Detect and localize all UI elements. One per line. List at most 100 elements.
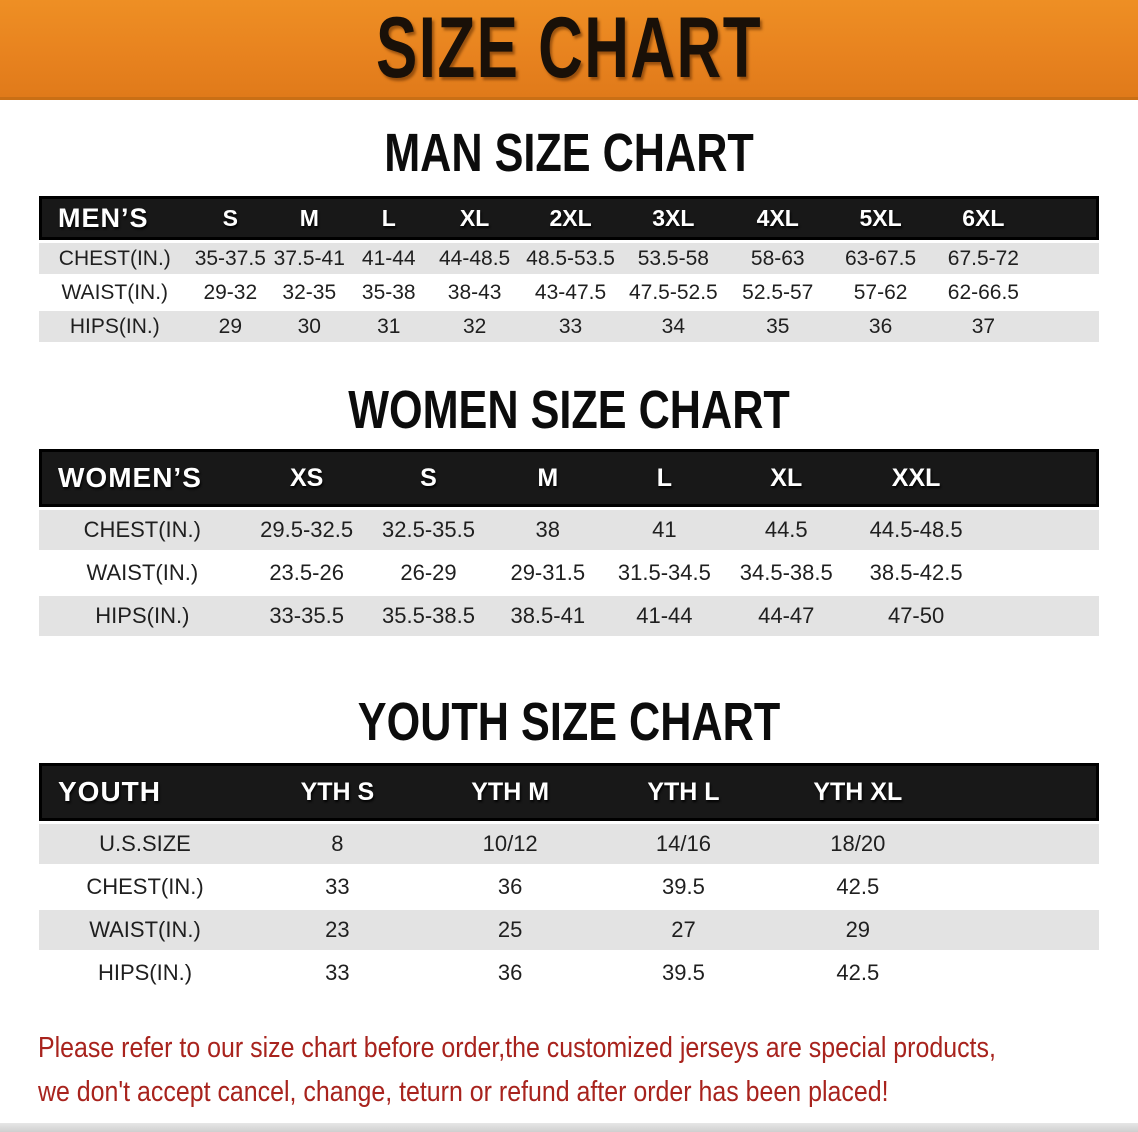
size-cell: 34.5-38.5 [722,553,850,593]
row-label: U.S.SIZE [39,824,251,864]
column-header: M [270,196,349,240]
column-header: M [489,449,607,507]
disclaimer-line-2: we don't accept cancel, change, teturn o… [38,1076,889,1108]
header-spacer [982,449,1099,507]
row-spacer [982,553,1099,593]
size-cell: 23 [251,910,424,950]
size-cell: 29 [770,910,946,950]
size-cell: 44.5-48.5 [849,510,983,550]
table-header-row: YOUTH YTH S YTH M YTH L YTH XL [39,763,1099,821]
table-row: CHEST(IN.) 33 36 39.5 42.5 [39,867,1099,907]
size-cell: 37.5-41 [270,243,349,274]
women-section-heading: WOMEN SIZE CHART [348,380,790,440]
table-header-row: MEN’S S M L XL 2XL 3XL 4XL 5XL 6XL [39,196,1099,240]
size-cell: 25 [423,910,597,950]
row-label: WAIST(IN.) [39,277,191,308]
size-cell: 10/12 [423,824,597,864]
men-size-table: MEN’S S M L XL 2XL 3XL 4XL 5XL 6XL CHEST(IN.) 35-37… [39,193,1099,345]
size-cell: 62-66.5 [931,277,1036,308]
size-cell: 37 [931,311,1036,342]
size-cell: 43-47.5 [520,277,621,308]
row-spacer [1035,277,1099,308]
table-row: WAIST(IN.) 29-32 32-35 35-38 38-43 43-47.5 47.… [39,277,1099,308]
size-cell: 8 [251,824,424,864]
row-spacer [1035,311,1099,342]
row-spacer [982,596,1099,636]
disclaimer: Please refer to our size chart before or… [0,1026,1138,1114]
disclaimer-line-1: Please refer to our size chart before or… [38,1032,996,1064]
size-cell: 32.5-35.5 [367,510,490,550]
column-header: S [190,196,271,240]
banner: SIZE CHART [0,0,1138,100]
youth-size-table: YOUTH YTH S YTH M YTH L YTH XL U.S.SIZE 8 10/12… [39,760,1099,996]
size-cell: 41-44 [606,596,723,636]
header-spacer [945,763,1099,821]
column-header: YTH S [251,763,424,821]
size-cell: 47-50 [849,596,983,636]
row-spacer [1035,243,1099,274]
size-cell: 44-47 [722,596,850,636]
row-label: CHEST(IN.) [39,510,246,550]
table-row: HIPS(IN.) 33-35.5 35.5-38.5 38.5-41 41-44 44-… [39,596,1099,636]
size-cell: 44.5 [722,510,850,550]
table-group-label: MEN’S [39,196,191,240]
size-cell: 31 [348,311,430,342]
row-label: HIPS(IN.) [39,596,246,636]
size-cell: 41-44 [348,243,430,274]
size-cell: 57-62 [829,277,932,308]
size-cell: 36 [423,867,597,907]
size-cell: 35-38 [348,277,430,308]
column-header: XL [722,449,850,507]
size-cell: 29.5-32.5 [245,510,368,550]
column-header: 2XL [520,196,621,240]
size-cell: 47.5-52.5 [620,277,726,308]
banner-title: SIZE CHART [376,0,762,96]
size-cell: 67.5-72 [931,243,1036,274]
column-header: XXL [849,449,983,507]
row-spacer [945,910,1099,950]
column-header: XS [245,449,368,507]
size-cell: 36 [423,953,597,993]
size-cell: 58-63 [725,243,830,274]
row-spacer [982,510,1099,550]
row-label: HIPS(IN.) [39,953,251,993]
column-header: L [606,449,723,507]
size-cell: 52.5-57 [725,277,830,308]
row-spacer [945,953,1099,993]
size-cell: 38-43 [429,277,521,308]
size-cell: 23.5-26 [245,553,368,593]
size-cell: 39.5 [596,953,771,993]
youth-section-heading: YOUTH SIZE CHART [357,692,781,752]
table-header-row: WOMEN’S XS S M L XL XXL [39,449,1099,507]
size-cell: 33-35.5 [245,596,368,636]
row-label: WAIST(IN.) [39,910,251,950]
size-cell: 42.5 [770,867,946,907]
row-label: CHEST(IN.) [39,243,191,274]
column-header: YTH M [423,763,597,821]
column-header: S [367,449,490,507]
size-cell: 63-67.5 [829,243,932,274]
size-cell: 36 [829,311,932,342]
size-cell: 31.5-34.5 [606,553,723,593]
column-header: 4XL [725,196,830,240]
size-cell: 35-37.5 [190,243,271,274]
table-group-label: YOUTH [39,763,251,821]
size-cell: 53.5-58 [620,243,726,274]
size-cell: 33 [251,867,424,907]
size-cell: 30 [270,311,349,342]
table-row: CHEST(IN.) 29.5-32.5 32.5-35.5 38 41 44.5 44.5… [39,510,1099,550]
size-cell: 29-31.5 [489,553,607,593]
size-cell: 38.5-41 [489,596,607,636]
size-cell: 38 [489,510,607,550]
table-group-label: WOMEN’S [39,449,246,507]
row-spacer [945,824,1099,864]
row-label: WAIST(IN.) [39,553,246,593]
size-cell: 34 [620,311,726,342]
size-cell: 35 [725,311,830,342]
size-cell: 29 [190,311,271,342]
table-row: WAIST(IN.) 23.5-26 26-29 29-31.5 31.5-34.5 34… [39,553,1099,593]
size-cell: 32 [429,311,521,342]
size-cell: 35.5-38.5 [367,596,490,636]
size-cell: 26-29 [367,553,490,593]
